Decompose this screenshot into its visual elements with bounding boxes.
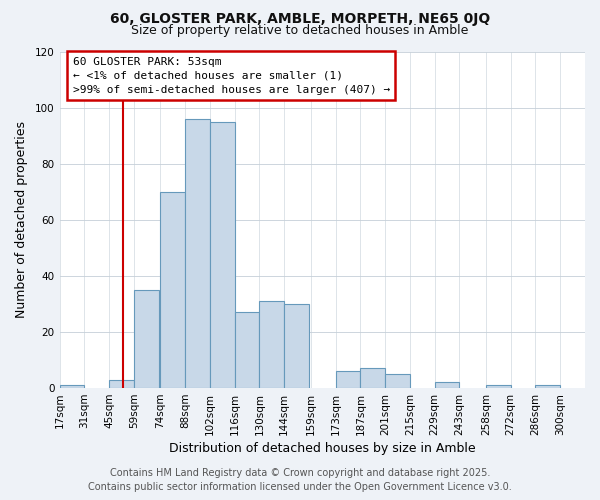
Text: 60 GLOSTER PARK: 53sqm
← <1% of detached houses are smaller (1)
>99% of semi-det: 60 GLOSTER PARK: 53sqm ← <1% of detached… <box>73 56 390 94</box>
Bar <box>134 290 158 388</box>
Text: Contains HM Land Registry data © Crown copyright and database right 2025.
Contai: Contains HM Land Registry data © Crown c… <box>88 468 512 492</box>
Bar <box>59 386 85 388</box>
Bar <box>385 374 410 388</box>
Bar <box>235 312 259 388</box>
Text: Size of property relative to detached houses in Amble: Size of property relative to detached ho… <box>131 24 469 37</box>
Bar <box>284 304 309 388</box>
Bar <box>109 380 134 388</box>
Bar <box>210 122 235 388</box>
Bar <box>185 119 210 388</box>
Bar <box>160 192 185 388</box>
Bar <box>259 301 284 388</box>
Text: 60, GLOSTER PARK, AMBLE, MORPETH, NE65 0JQ: 60, GLOSTER PARK, AMBLE, MORPETH, NE65 0… <box>110 12 490 26</box>
Bar <box>535 386 560 388</box>
Bar <box>486 386 511 388</box>
Bar <box>361 368 385 388</box>
X-axis label: Distribution of detached houses by size in Amble: Distribution of detached houses by size … <box>169 442 476 455</box>
Bar <box>434 382 460 388</box>
Y-axis label: Number of detached properties: Number of detached properties <box>15 122 28 318</box>
Bar <box>335 371 361 388</box>
